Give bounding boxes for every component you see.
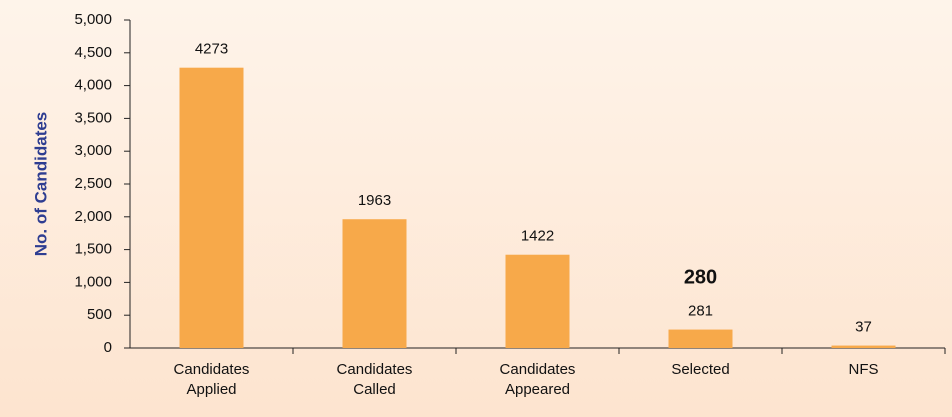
- annotation: 280: [684, 266, 717, 288]
- y-tick-label: 0: [104, 339, 112, 356]
- x-tick-label: Candidates Appeared: [500, 361, 576, 398]
- value-label: 4273: [195, 41, 228, 58]
- y-axis-label: No. of Candidates: [31, 112, 50, 257]
- y-tick-label: 1,500: [74, 241, 112, 258]
- value-label: 281: [688, 303, 713, 320]
- value-label: 1422: [521, 228, 554, 245]
- y-tick-label: 3,000: [74, 142, 112, 159]
- y-tick-label: 3,500: [74, 109, 112, 126]
- y-tick-label: 500: [87, 306, 112, 323]
- y-tick-label: 1,000: [74, 273, 112, 290]
- y-tick-label: 2,500: [74, 175, 112, 192]
- y-tick-label: 5,000: [74, 11, 112, 28]
- x-tick-label: Selected: [671, 361, 729, 378]
- bar: [668, 329, 733, 348]
- y-tick-label: 4,000: [74, 77, 112, 94]
- bar: [505, 254, 570, 348]
- bar: [831, 345, 896, 348]
- y-tick-label: 2,000: [74, 208, 112, 225]
- bar: [179, 67, 244, 349]
- x-tick-label: Candidates Called: [337, 361, 413, 398]
- bar: [342, 219, 407, 348]
- x-tick-label: Candidates Applied: [174, 361, 250, 398]
- value-label: 37: [855, 319, 872, 336]
- y-tick-label: 4,500: [74, 44, 112, 61]
- value-label: 1963: [358, 192, 391, 209]
- x-tick-label: NFS: [849, 361, 879, 378]
